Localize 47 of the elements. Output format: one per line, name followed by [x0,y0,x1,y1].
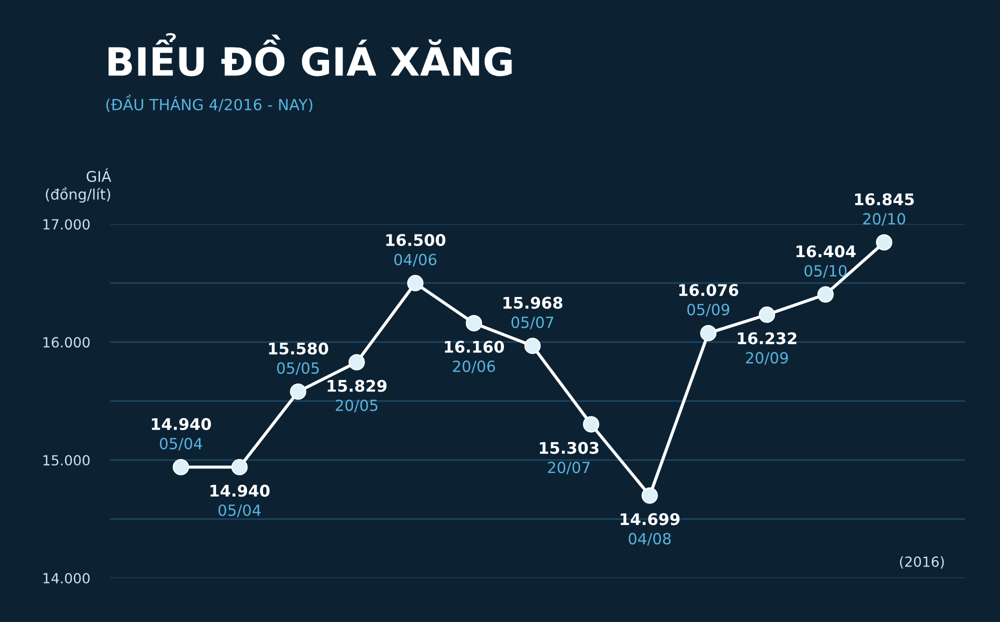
x-tick-label: 20/09 [746,352,788,365]
x-tick-label: 20/06 [453,360,495,374]
data-label: 16.232 [738,332,796,344]
point [348,354,365,370]
x-tick-label: 04/06 [394,254,436,267]
chart-subtitle: (ĐẦU THÁNG 4/2016 - NAY) [106,94,312,112]
point [817,286,834,303]
y-tick-label: 16.000 [43,337,90,348]
point [172,458,190,476]
x-tick-label: 04/08 [628,532,671,546]
x-tick-label: 05/07 [512,316,554,330]
annotation: (2016) [900,556,944,569]
data-label: 14.940 [152,418,211,430]
chart-title: BIỂU ĐỒ GIÁ XĂNG [108,33,512,76]
point [582,416,600,432]
point [524,338,541,354]
point [231,458,248,476]
y-tick-label: 15.000 [43,455,90,466]
data-label: 16.500 [386,234,446,246]
data-label: 14.940 [210,484,270,497]
data-label: 16.160 [444,340,504,353]
point [700,324,716,342]
data-label: 15.829 [328,380,387,392]
x-tick-label: 05/04 [218,504,261,518]
point [290,383,306,400]
y-tick-label: 17.000 [43,219,90,230]
data-label: 16.404 [796,245,856,258]
x-tick-label: 05/05 [277,362,319,376]
y-tick-label: 14.000 [43,572,90,584]
point [407,274,424,292]
x-tick-label: 05/04 [160,438,202,451]
point [758,306,776,323]
data-label: 15.580 [269,342,328,355]
point [642,487,658,504]
data-label: 16.845 [855,193,914,206]
data-label: 14.699 [620,513,680,526]
point [876,234,892,251]
data-label: 15.303 [540,442,598,454]
y-axis-title: GIÁ (đồng/lít) [46,168,112,203]
point [466,315,482,332]
data-label: 16.076 [679,284,738,296]
data-label: 15.968 [504,296,562,309]
x-tick-label: 20/05 [336,400,378,412]
x-tick-label: 20/10 [863,213,906,226]
x-tick-label: 05/09 [687,304,730,317]
x-tick-label: 05/10 [804,265,847,278]
x-tick-label: 20/07 [548,462,590,474]
